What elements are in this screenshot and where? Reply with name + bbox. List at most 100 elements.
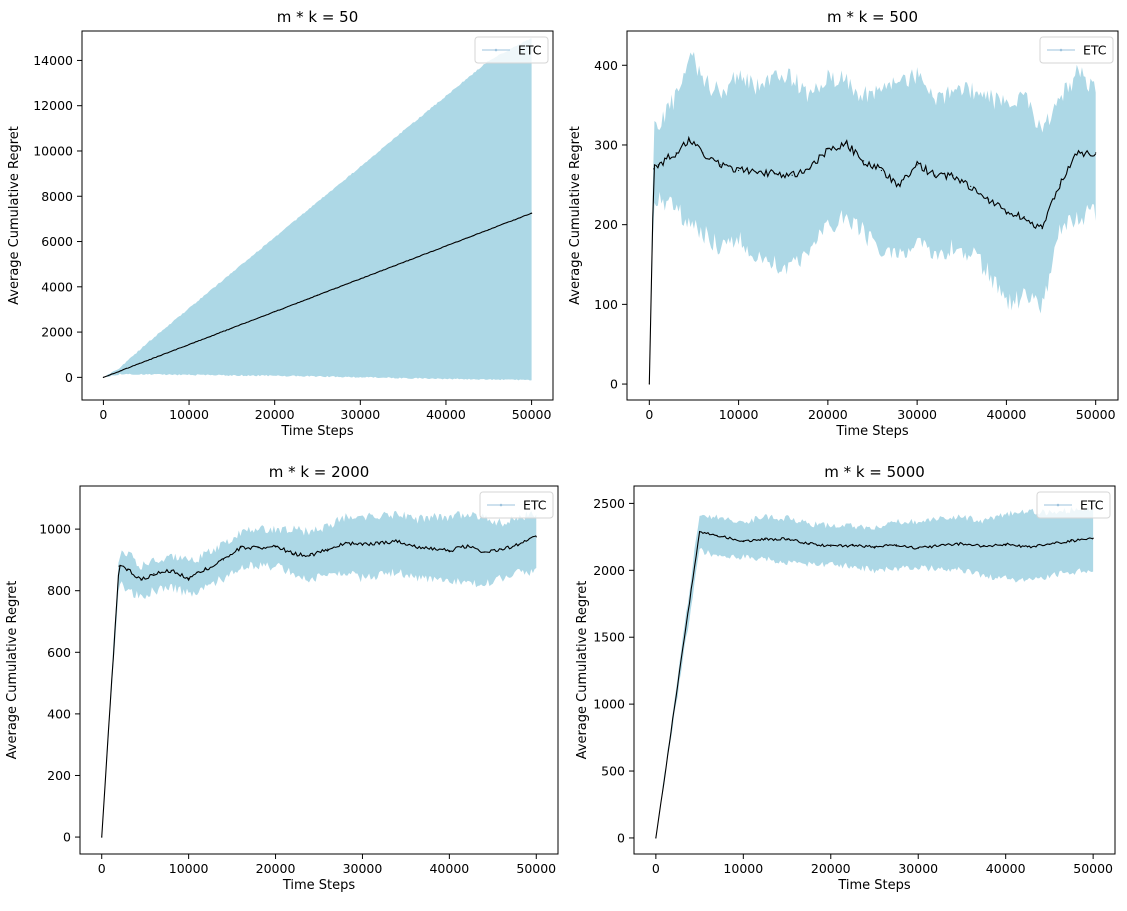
- y-tick-label: 300: [594, 137, 618, 152]
- legend-marker: [1056, 503, 1060, 507]
- data-point: [414, 545, 416, 547]
- x-tick-label: 10000: [169, 407, 209, 422]
- chart-title: m * k = 50: [277, 8, 359, 26]
- y-tick-label: 200: [594, 217, 618, 232]
- plot-frame: [79, 485, 559, 855]
- mean-regret-line: [655, 531, 1094, 839]
- data-point: [1095, 152, 1097, 154]
- data-point: [895, 544, 897, 546]
- data-point: [1023, 216, 1025, 218]
- data-point: [274, 311, 276, 313]
- x-tick-label: 30000: [343, 861, 383, 876]
- data-point: [827, 148, 829, 150]
- y-axis-label: Average Cumulative Regret: [5, 581, 20, 760]
- x-tick-label: 10000: [723, 861, 763, 876]
- data-point: [742, 540, 744, 542]
- legend-label: ETC: [1080, 498, 1104, 513]
- y-tick-label: 6000: [41, 234, 73, 249]
- data-point: [309, 554, 311, 556]
- data-point: [153, 573, 155, 575]
- data-point: [344, 542, 346, 544]
- y-tick-label: 600: [47, 645, 71, 660]
- data-point: [466, 545, 468, 547]
- confidence-band: [103, 38, 532, 381]
- data-point: [764, 538, 766, 541]
- data-point: [205, 568, 207, 570]
- data-point: [808, 542, 810, 545]
- data-point: [518, 543, 520, 546]
- mean-regret-line: [101, 535, 537, 838]
- y-tick-label: 1000: [39, 522, 71, 537]
- x-axis-label: Time Steps: [835, 424, 909, 439]
- data-point: [240, 546, 242, 549]
- x-tick-label: 0: [645, 407, 653, 422]
- data-point: [917, 547, 919, 549]
- x-tick-label: 10000: [169, 861, 209, 876]
- data-point: [939, 544, 941, 547]
- y-tick-label: 2500: [593, 496, 625, 511]
- data-point: [720, 164, 722, 166]
- data-point: [359, 278, 361, 280]
- data-point: [862, 160, 865, 162]
- chart-title: m * k = 2000: [269, 463, 370, 481]
- data-point: [118, 565, 120, 567]
- y-tick-label: 2000: [593, 563, 625, 578]
- y-tick-label: 500: [601, 764, 625, 779]
- data-point: [1026, 546, 1029, 548]
- data-point: [274, 545, 277, 547]
- data-point: [952, 174, 954, 176]
- y-axis-label: Average Cumulative Regret: [575, 581, 590, 760]
- legend-label: ETC: [1083, 43, 1107, 58]
- x-tick-label: 50000: [512, 407, 552, 422]
- confidence-band: [101, 510, 537, 838]
- confidence-band: [649, 51, 1096, 385]
- data-point: [102, 376, 105, 378]
- data-point: [880, 169, 883, 172]
- data-point: [1041, 228, 1043, 230]
- data-point: [716, 534, 718, 537]
- data-point: [483, 551, 485, 553]
- data-point: [852, 544, 854, 547]
- x-tick-label: 40000: [986, 861, 1026, 876]
- x-tick-label: 50000: [1073, 861, 1113, 876]
- data-point: [987, 198, 990, 200]
- mean-regret-line: [648, 135, 1097, 385]
- legend: ETC: [1036, 491, 1111, 519]
- data-point: [1005, 212, 1008, 214]
- x-tick-label: 20000: [811, 861, 851, 876]
- y-tick-label: 0: [617, 830, 625, 845]
- x-tick-label: 20000: [808, 407, 848, 422]
- legend-marker: [499, 503, 503, 507]
- data-point: [737, 169, 740, 172]
- chart-panel-2: m * k = 500 0 10000 20000 30000 40000 50000 0 10…: [568, 8, 1119, 439]
- y-tick-label: 400: [594, 58, 618, 73]
- chart-panel-3: m * k = 2000 0 10000 20000 30000 40000 50000 0 2…: [5, 463, 559, 893]
- data-point: [530, 212, 533, 214]
- y-tick-label: 200: [47, 768, 71, 783]
- y-axis-label: Average Cumulative Regret: [568, 126, 583, 305]
- y-tick-label: 14000: [33, 53, 73, 68]
- legend: ETC: [1039, 36, 1114, 64]
- y-tick-label: 0: [63, 830, 71, 845]
- data-point: [170, 570, 172, 572]
- data-point: [873, 546, 876, 548]
- y-tick-label: 1000: [593, 697, 625, 712]
- x-axis-label: Time Steps: [837, 878, 911, 893]
- x-tick-label: 0: [98, 861, 106, 876]
- y-tick-label: 4000: [41, 279, 73, 294]
- y-tick-label: 0: [610, 377, 618, 392]
- y-tick-label: 10000: [33, 143, 73, 158]
- data-point: [396, 540, 398, 543]
- y-tick-label: 12000: [33, 98, 73, 113]
- x-tick-label: 30000: [898, 861, 938, 876]
- y-tick-label: 400: [47, 706, 71, 721]
- data-point: [257, 546, 259, 549]
- plot-frame: [81, 30, 554, 401]
- data-point: [222, 559, 224, 561]
- data-point: [809, 168, 811, 170]
- data-point: [535, 536, 537, 538]
- plot-frame: [626, 30, 1119, 401]
- legend: ETC: [479, 491, 554, 519]
- data-point: [786, 538, 788, 540]
- data-point: [983, 545, 985, 547]
